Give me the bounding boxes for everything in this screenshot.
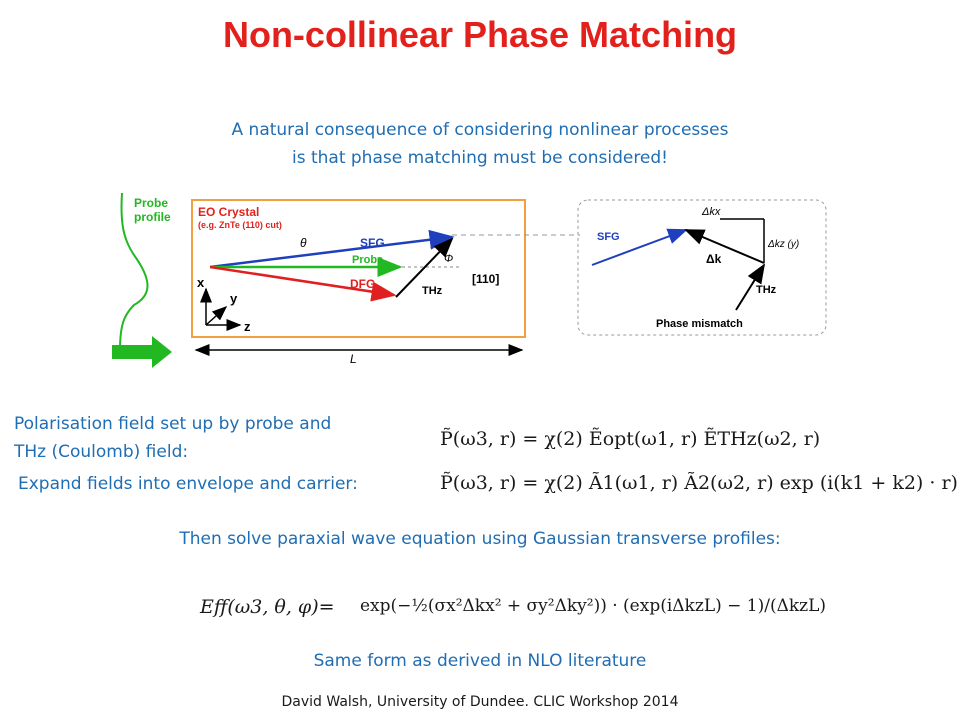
thz-label: THz (422, 285, 443, 297)
axis-y-label: y (230, 291, 238, 306)
inset-sfg-label: SFG (597, 231, 620, 243)
inset-dk-label: Δk (706, 252, 722, 266)
axis-z-label: z (244, 319, 251, 334)
efficiency-rhs: exp(−½(σx²Δkx² + σy²Δky²)) · (exp(iΔkzL)… (360, 596, 827, 616)
sfg-vector (209, 229, 455, 269)
probe-profile-curve (119, 192, 149, 351)
theta-label: θ (300, 236, 307, 250)
inset-dkz-label: Δkz (y) (767, 239, 799, 250)
crystal-label: EO Crystal (198, 205, 259, 219)
inset-box (577, 199, 827, 336)
equation-envelope: P̃(ω3, r) = χ(2) Ã1(ω1, r) Ã2(ω2, r) exp… (440, 472, 958, 494)
probe-profile-label-2: profile (134, 210, 171, 224)
axis-x-label: x (197, 275, 205, 290)
inset-mismatch-label: Phase mismatch (656, 318, 743, 330)
inset-sfg-vector (591, 228, 688, 266)
input-arrow-icon (112, 336, 172, 368)
equation-envelope-text: P̃(ω3, r) = χ(2) Ã1(ω1, r) Ã2(ω2, r) exp… (440, 472, 958, 494)
polarisation-text-1: Polarisation field set up by probe and (14, 414, 332, 434)
efficiency-lhs: Eff(ω3, θ, φ)= (200, 596, 335, 618)
equation-polarisation-text: P̃(ω3, r) = χ(2) Ẽopt(ω1, r) ẼTHz(ω2, r) (440, 428, 821, 450)
crystal-box (191, 199, 526, 338)
inset-thz-label: THz (756, 284, 777, 296)
footer-credit: David Walsh, University of Dundee. CLIC … (281, 694, 679, 710)
phi-label: Φ (444, 253, 453, 265)
dfg-vector (209, 265, 397, 302)
length-label: L (350, 352, 357, 366)
thz-vector (395, 237, 454, 298)
crystal-sublabel: (e.g. ZnTe (110) cut) (198, 220, 282, 230)
probe-profile-label-1: Probe (134, 196, 168, 210)
inset-dk-vector (684, 229, 765, 264)
expand-text: Expand fields into envelope and carrier: (18, 474, 358, 494)
inset-thz-vector (735, 263, 766, 311)
equation-polarisation: P̃(ω3, r) = χ(2) Ẽopt(ω1, r) ẼTHz(ω2, r) (440, 428, 820, 450)
probe-label: Probe (352, 254, 383, 266)
intro-line-2: is that phase matching must be considere… (291, 148, 669, 168)
same-form-text: Same form as derived in NLO literature (313, 651, 647, 671)
paraxial-text: Then solve paraxial wave equation using … (179, 529, 781, 549)
dfg-label: DFG (350, 277, 375, 291)
page-title: Non-collinear Phase Matching (222, 14, 738, 55)
phase-matching-diagram: Probe profile EO Crystal (e.g. ZnTe (110… (112, 192, 827, 368)
sfg-label: SFG (360, 236, 385, 250)
axis-110-label: [110] (472, 272, 499, 286)
polarisation-text-2: THz (Coulomb) field: (14, 442, 189, 462)
intro-line-1: A natural consequence of considering non… (231, 120, 729, 140)
inset-dkx-label: Δkx (701, 206, 721, 218)
